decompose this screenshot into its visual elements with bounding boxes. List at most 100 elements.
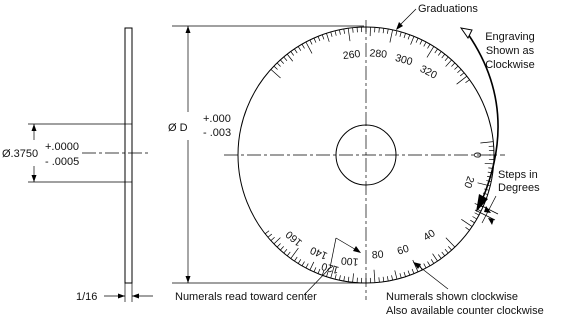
graduation-tick xyxy=(441,53,446,59)
steps-arrow-b xyxy=(488,218,494,225)
thickness-arrow-left xyxy=(118,293,125,299)
graduation-tick xyxy=(465,227,470,231)
graduation-tick xyxy=(399,273,402,279)
graduation-tick xyxy=(326,271,329,277)
graduation-tick xyxy=(305,263,309,269)
graduation-tick xyxy=(313,267,317,273)
graduation-tick xyxy=(283,248,288,254)
graduation-tick xyxy=(480,141,494,144)
dial-numeral-160: 160 xyxy=(283,228,304,249)
steps-label-1: Steps in xyxy=(498,169,538,181)
graduation-tick xyxy=(423,263,427,269)
numerals-center-arrow xyxy=(353,246,361,253)
graduation-tick xyxy=(389,29,393,43)
dial-numeral-140: 140 xyxy=(308,244,329,262)
diameter-dimension: Ø D +.000 - .003 xyxy=(168,25,364,284)
graduation-tick xyxy=(448,246,452,251)
diameter-label: Ø D xyxy=(168,122,188,134)
graduation-tick xyxy=(286,53,294,62)
clockwise-arrow-head xyxy=(476,194,488,212)
graduation-tick xyxy=(290,51,294,56)
graduation-tick xyxy=(438,51,442,56)
graduation-tick xyxy=(270,69,281,79)
diameter-tol-minus: - .003 xyxy=(203,127,231,139)
engraving-label-1: Engraving xyxy=(485,31,535,43)
callouts: Graduations Engraving Shown as Clockwise… xyxy=(175,3,544,317)
numerals-clockwise-arrow xyxy=(413,262,421,269)
graduation-tick xyxy=(432,253,438,262)
numerals-center-leader-2 xyxy=(329,237,337,269)
graduation-tick xyxy=(459,72,465,77)
bore-diameter-label: Ø.3750 xyxy=(2,148,38,160)
graduation-tick xyxy=(434,48,438,54)
graduation-tick xyxy=(309,39,313,45)
dial-numeral-300: 300 xyxy=(394,52,414,68)
graduation-tick xyxy=(410,36,415,45)
graduation-tick xyxy=(273,237,281,245)
graduation-tick xyxy=(444,248,449,254)
dial-numeral-320: 320 xyxy=(418,63,439,82)
steps-arrow-a xyxy=(484,206,491,213)
graduation-tick xyxy=(387,276,389,282)
graduation-tick xyxy=(419,39,423,45)
graduation-tick xyxy=(326,33,330,42)
dial-numeral-260: 260 xyxy=(342,48,361,62)
graduation-tick xyxy=(451,62,456,67)
graduation-tick xyxy=(407,270,411,276)
bore-arrow-bottom xyxy=(31,175,37,182)
graduation-tick xyxy=(270,237,275,241)
graduation-tick xyxy=(321,34,325,40)
diameter-tol-plus: +.000 xyxy=(203,113,231,125)
graduation-tick xyxy=(343,276,345,282)
graduation-tick xyxy=(267,233,273,238)
graduation-tick xyxy=(297,259,302,264)
graduation-tick xyxy=(347,28,351,42)
dial-numeral-40: 40 xyxy=(421,227,437,244)
graduation-tick xyxy=(427,43,431,49)
graduation-tick xyxy=(394,270,398,280)
graduation-tick xyxy=(395,30,398,36)
graduation-tick xyxy=(330,31,333,37)
dial-numeral-80: 80 xyxy=(371,249,384,262)
steps-label-2: Degrees xyxy=(498,182,540,194)
graduation-tick xyxy=(461,219,473,227)
graduations-label: Graduations xyxy=(418,3,478,15)
graduation-tick xyxy=(472,216,478,220)
graduation-tick xyxy=(317,36,321,42)
numerals-center-label: Numerals read toward center xyxy=(175,291,317,303)
diameter-arrow-top xyxy=(185,26,191,33)
graduation-tick xyxy=(399,31,402,37)
graduation-tick xyxy=(430,259,435,264)
side-view: Ø.3750 +.0000 - .0005 1/16 xyxy=(2,27,153,303)
graduation-tick xyxy=(465,79,470,83)
graduation-tick xyxy=(411,268,415,274)
bore-tol-minus: - .0005 xyxy=(45,156,79,168)
graduation-tick xyxy=(382,276,385,282)
graduation-tick xyxy=(280,246,284,251)
graduation-tick xyxy=(454,65,459,70)
thickness-label: 1/16 xyxy=(76,291,97,303)
graduation-tick xyxy=(470,219,475,224)
graduation-tick xyxy=(382,28,385,34)
graduation-tick xyxy=(317,268,321,274)
graduation-tick xyxy=(334,274,337,280)
graduation-tick xyxy=(343,28,345,34)
bore-tol-plus: +.0000 xyxy=(45,141,79,153)
engraving-label-2: Shown as xyxy=(486,45,535,57)
graduation-tick xyxy=(305,41,313,54)
graduation-tick xyxy=(403,33,406,39)
graduation-tick xyxy=(273,65,278,70)
graduation-tick xyxy=(445,237,456,248)
graduation-tick xyxy=(456,75,468,85)
graduation-tick xyxy=(474,212,480,216)
clockwise-arc-arrow xyxy=(467,33,499,201)
dial-side-profile xyxy=(124,27,133,284)
steps-ext-b xyxy=(474,209,496,221)
dial-numeral-60: 60 xyxy=(396,243,411,258)
graduation-tick xyxy=(334,30,337,36)
graduation-tick xyxy=(339,275,341,281)
graduation-tick xyxy=(297,46,302,51)
graduation-tick xyxy=(347,276,350,282)
